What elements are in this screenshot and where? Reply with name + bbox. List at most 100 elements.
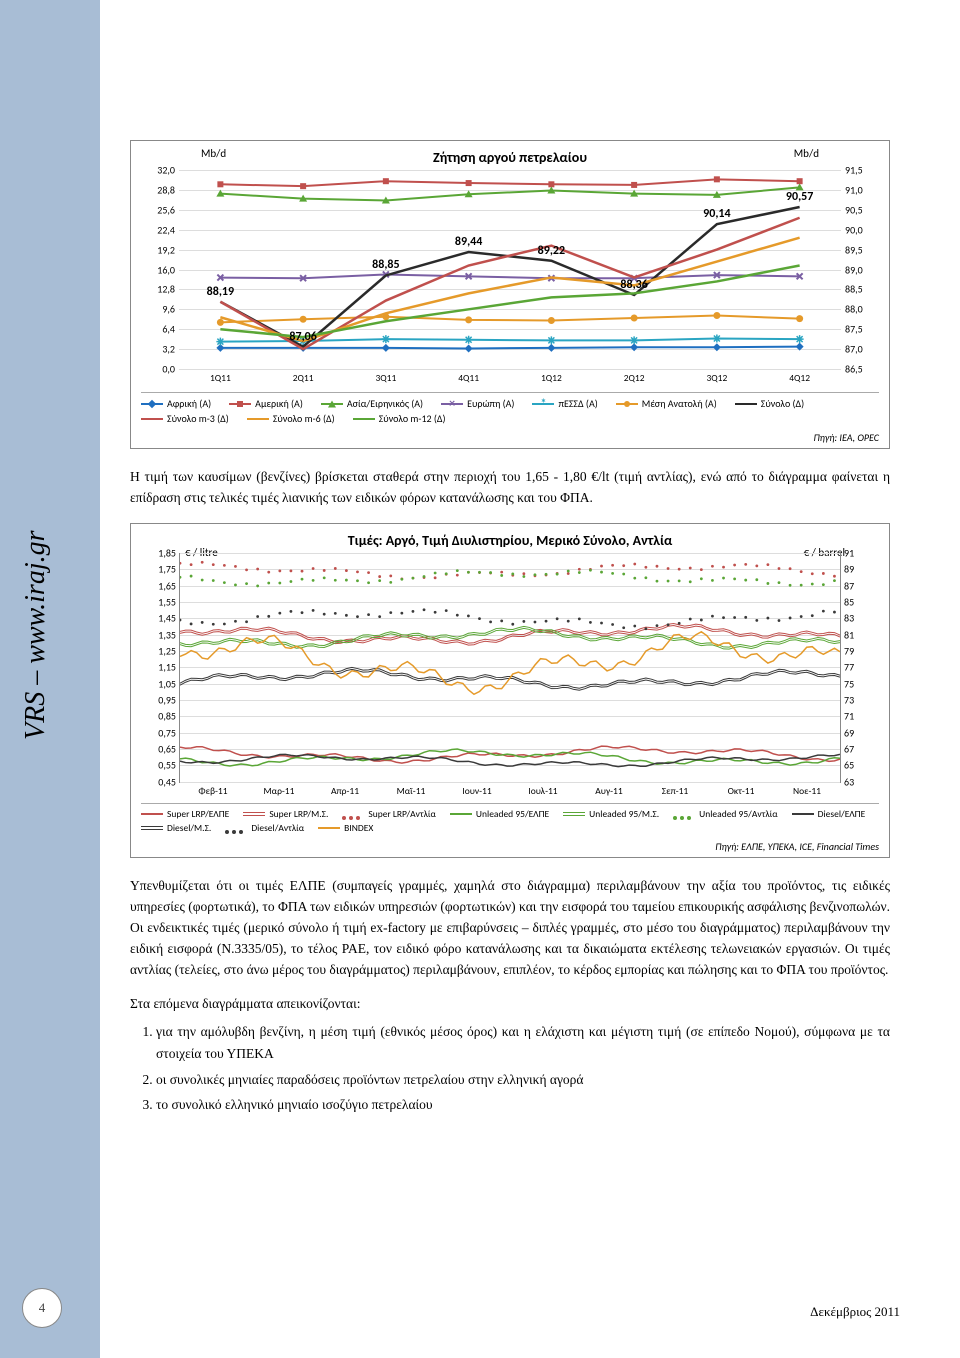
list-item: για την αμόλυβδη βενζίνη, η μέση τιμή (ε…: [156, 1021, 890, 1064]
legend-item: Ασία/Ειρηνικός (Α): [321, 397, 423, 410]
chart1-ytick-right: 90,0: [841, 223, 863, 236]
chart2-xtick: Αυγ-11: [595, 782, 622, 797]
footer-date: Δεκέμβριος 2011: [810, 1304, 900, 1320]
chart-oil-demand: Mb/d Ζήτηση αργού πετρελαίου Mb/d 0,086,…: [130, 140, 890, 449]
chart-prices: € / litre Τιμές: Αργό, Τιμή Διυλιστηρίου…: [130, 523, 890, 858]
chart1-data-label: 88,19: [207, 285, 234, 299]
chart1-xtick: 3Q11: [375, 369, 396, 384]
chart1-legend: Αφρική (Α)Αμερική (Α)Ασία/Ειρηνικός (Α)×…: [141, 392, 879, 429]
chart1-xtick: 1Q12: [541, 369, 562, 384]
chart2-ytick-left: 0,95: [158, 694, 180, 707]
legend-item: ×Ευρώπη (Α): [441, 397, 514, 410]
chart1-ytick-left: 6,4: [162, 323, 179, 336]
chart2-xtick: Ιουλ-11: [528, 782, 557, 797]
page-content: Mb/d Ζήτηση αργού πετρελαίου Mb/d 0,086,…: [130, 140, 890, 1120]
chart2-ytick-right: 67: [840, 743, 854, 756]
chart2-plot-area: 0,45630,55650,65670,75690,85710,95731,05…: [179, 553, 841, 783]
chart1-data-label: 90,14: [703, 207, 730, 221]
chart1-ytick-right: 87,0: [841, 343, 863, 356]
chart1-xtick: 2Q11: [293, 369, 314, 384]
legend-item: BINDEX: [318, 822, 373, 834]
chart2-ytick-right: 65: [840, 759, 854, 772]
chart2-xtick: Οκτ-11: [728, 782, 755, 797]
page-number-badge: 4: [22, 1288, 62, 1328]
chart2-ytick-left: 1,65: [158, 579, 180, 592]
chart2-ytick-right: 69: [840, 726, 854, 739]
chart2-ytick-right: 81: [840, 628, 854, 641]
chart1-xtick: 4Q11: [458, 369, 479, 384]
legend-item: Αμερική (Α): [229, 397, 303, 410]
chart1-ytick-left: 22,4: [157, 223, 179, 236]
chart2-ytick-left: 1,55: [158, 595, 180, 608]
chart1-data-label: 90,57: [786, 190, 813, 204]
chart2-source: Πηγή: ΕΛΠΕ, ΥΠΕΚΑ, ICE, Financial Times: [141, 840, 879, 853]
chart1-ytick-left: 28,8: [157, 183, 179, 196]
chart2-xtick: Μαρ-11: [264, 782, 295, 797]
chart2-ytick-right: 75: [840, 677, 854, 690]
chart1-data-label: 88,36: [620, 278, 647, 292]
chart2-ytick-left: 0,65: [158, 743, 180, 756]
chart2-ytick-right: 73: [840, 694, 854, 707]
chart1-title: Ζήτηση αργού πετρελαίου: [141, 149, 879, 166]
chart1-xtick: 4Q12: [789, 369, 810, 384]
chart2-ytick-left: 0,85: [158, 710, 180, 723]
chart2-ytick-left: 1,25: [158, 644, 180, 657]
side-brand-label: VRS – www.iraj.gr: [20, 530, 52, 740]
chart1-xtick: 1Q11: [210, 369, 231, 384]
chart1-ytick-left: 3,2: [162, 343, 179, 356]
legend-item: Unleaded 95/Μ.Σ.: [563, 808, 659, 820]
chart2-ytick-left: 1,75: [158, 563, 180, 576]
chart1-ytick-right: 87,5: [841, 323, 863, 336]
legend-item: Super LRP/Αντλία: [342, 808, 436, 820]
chart1-data-label: 89,44: [455, 235, 482, 249]
legend-item: Super LRP/Μ.Σ.: [243, 808, 328, 820]
paragraph-3: Στα επόμενα διαγράμματα απεικονίζονται:: [130, 994, 890, 1015]
chart2-ytick-right: 91: [840, 546, 854, 559]
chart2-title: Τιμές: Αργό, Τιμή Διυλιστηρίου, Μερικό Σ…: [141, 532, 879, 549]
chart2-ytick-left: 1,35: [158, 628, 180, 641]
legend-item: Σύνολο m-12 (Δ): [353, 412, 446, 425]
chart1-ytick-right: 89,5: [841, 243, 863, 256]
legend-item: *πΕΣΣΔ (Α): [532, 397, 597, 410]
chart1-ytick-left: 25,6: [157, 203, 179, 216]
chart2-xtick: Σεπ-11: [662, 782, 688, 797]
list-item: οι συνολικές μηνιαίες παραδόσεις προϊόντ…: [156, 1069, 890, 1091]
list-item: το συνολικό ελληνικό μηνιαίο ισοζύγιο πε…: [156, 1094, 890, 1116]
legend-item: Σύνολο (Δ): [735, 397, 804, 410]
page-number: 4: [39, 1300, 46, 1316]
legend-item: Σύνολο m-3 (Δ): [141, 412, 229, 425]
chart1-ytick-right: 89,0: [841, 263, 863, 276]
chart2-ytick-left: 1,15: [158, 661, 180, 674]
legend-item: Super LRP/ΕΛΠΕ: [141, 808, 229, 820]
chart1-ytick-left: 32,0: [157, 164, 179, 177]
chart1-data-label: 88,85: [372, 258, 399, 272]
chart2-ytick-right: 71: [840, 710, 854, 723]
legend-item: Diesel/ΕΛΠΕ: [792, 808, 866, 820]
chart2-ytick-right: 63: [840, 775, 854, 788]
numbered-list: για την αμόλυβδη βενζίνη, η μέση τιμή (ε…: [156, 1021, 890, 1115]
chart1-xtick: 2Q12: [624, 369, 645, 384]
chart2-ytick-left: 0,45: [158, 775, 180, 788]
chart1-ytick-left: 19,2: [157, 243, 179, 256]
legend-item: Diesel/Αντλία: [225, 822, 304, 834]
chart2-ytick-left: 0,75: [158, 726, 180, 739]
chart1-ytick-right: 86,5: [841, 363, 863, 376]
chart2-ytick-left: 1,45: [158, 612, 180, 625]
chart2-xtick: Ιουν-11: [462, 782, 491, 797]
chart1-ytick-left: 12,8: [157, 283, 179, 296]
chart1-ytick-right: 90,5: [841, 203, 863, 216]
chart2-xtick: Νοε-11: [793, 782, 821, 797]
chart2-legend: Super LRP/ΕΛΠΕ Super LRP/Μ.Σ. Super LRP/Αν…: [141, 803, 879, 838]
legend-item: Unleaded 95/Αντλία: [673, 808, 778, 820]
chart1-ytick-right: 88,0: [841, 303, 863, 316]
chart2-xtick: Μαϊ-11: [397, 782, 426, 797]
chart2-ytick-right: 85: [840, 595, 854, 608]
chart2-ytick-right: 87: [840, 579, 854, 592]
chart1-yright-label: Mb/d: [794, 147, 819, 160]
chart2-ytick-left: 1,85: [158, 546, 180, 559]
chart1-yleft-label: Mb/d: [201, 147, 226, 160]
chart1-data-label: 87,06: [289, 330, 316, 344]
legend-item: Σύνολο m-6 (Δ): [247, 412, 335, 425]
chart1-source: Πηγή: IEA, OPEC: [141, 431, 879, 444]
chart2-ytick-left: 1,05: [158, 677, 180, 690]
